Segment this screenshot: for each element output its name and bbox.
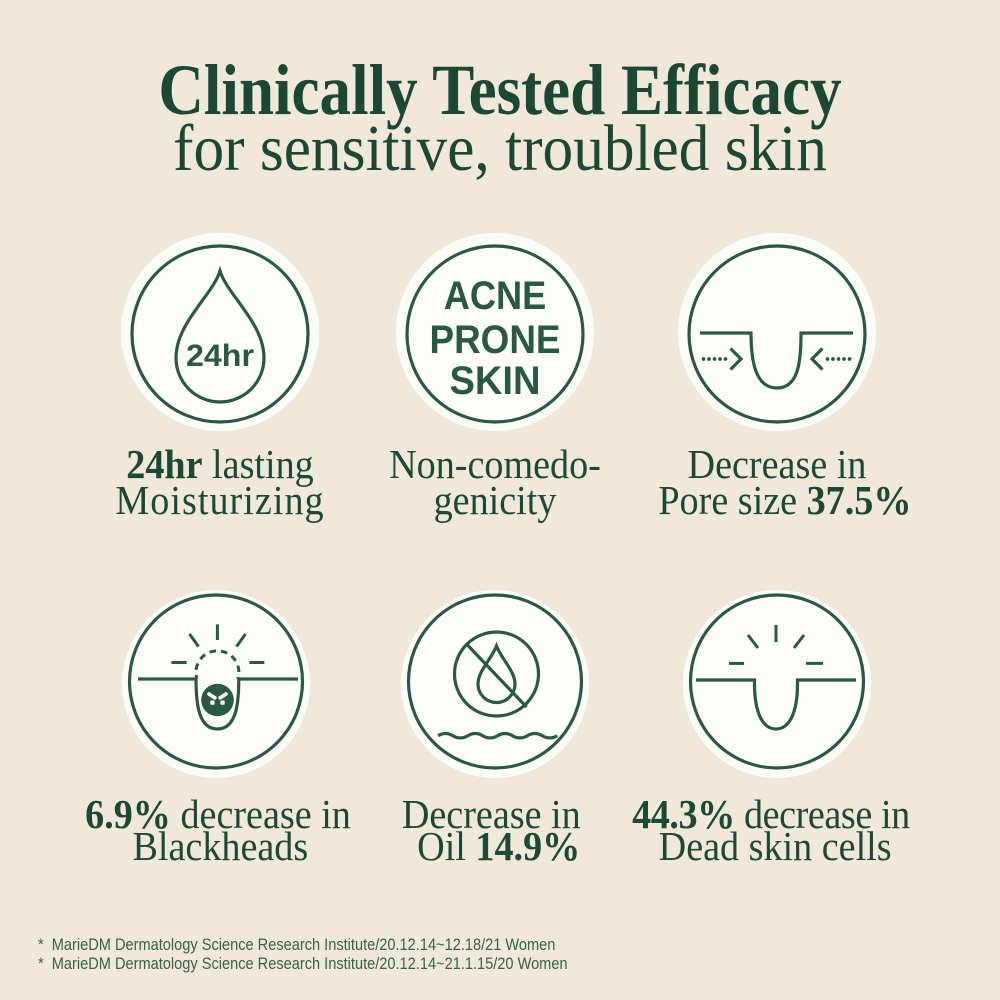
svg-text:ACNE: ACNE [444, 274, 547, 318]
svg-text:SKIN: SKIN [449, 359, 540, 403]
svg-text:PRONE: PRONE [429, 318, 560, 362]
svg-text:24hr: 24hr [186, 338, 254, 373]
